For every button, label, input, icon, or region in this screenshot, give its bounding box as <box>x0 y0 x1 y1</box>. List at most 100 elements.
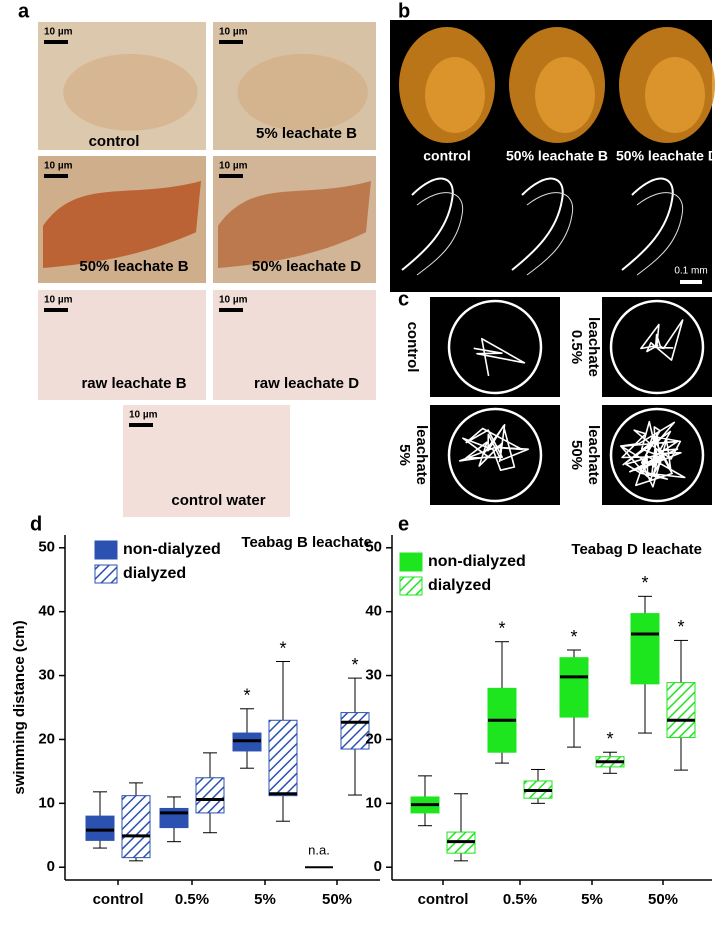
trial-label: leachate <box>585 425 602 485</box>
trial-label: leachate <box>413 425 430 485</box>
x-tick-label: 0.5% <box>503 891 537 908</box>
arena-wall <box>609 407 705 503</box>
scale-bar <box>680 280 702 284</box>
significance-label: * <box>243 686 250 706</box>
x-tick-label: control <box>418 891 469 908</box>
legend-swatch <box>399 576 423 596</box>
box <box>121 795 151 859</box>
gut-outline <box>401 177 454 271</box>
trial-label: 50% <box>568 440 585 470</box>
x-tick-label: 50% <box>322 891 352 908</box>
y-tick-label: 0 <box>47 858 55 875</box>
y-tick-label: 10 <box>365 794 382 811</box>
box <box>195 777 225 814</box>
x-tick-label: 50% <box>648 891 678 908</box>
daphnia-body <box>535 57 595 133</box>
x-tick-label: 5% <box>581 891 603 908</box>
trial-label: 0.5% <box>568 330 585 364</box>
scale-bar <box>219 174 243 178</box>
arena-wall <box>447 299 543 395</box>
y-tick-label: 30 <box>365 667 382 684</box>
y-tick-label: 50 <box>38 539 55 556</box>
legend-label: dialyzed <box>123 565 186 582</box>
scale-bar-label: 10 µm <box>129 410 158 421</box>
significance-label: * <box>677 617 684 637</box>
gut-outline <box>526 192 574 276</box>
scale-bar <box>44 308 68 312</box>
significance-label: * <box>641 573 648 593</box>
significance-label: * <box>570 627 577 647</box>
swim-track <box>473 337 526 377</box>
gut-outline <box>511 177 564 271</box>
swim-track <box>458 424 529 471</box>
daphnia-body <box>645 57 705 133</box>
x-tick-label: 0.5% <box>175 891 209 908</box>
trial-label: control <box>404 322 421 373</box>
scale-bar-label: 10 µm <box>44 295 73 306</box>
box <box>340 712 370 750</box>
gut-tissue <box>237 54 368 131</box>
box <box>159 807 189 829</box>
swim-track <box>640 319 684 361</box>
significance-label: n.a. <box>308 843 330 858</box>
gut-outline <box>621 177 674 271</box>
scale-bar <box>219 308 243 312</box>
image-caption: raw leachate D <box>254 375 359 392</box>
y-tick-label: 40 <box>365 603 382 620</box>
y-tick-label: 50 <box>365 539 382 556</box>
scale-bar-label: 10 µm <box>219 295 248 306</box>
significance-label: * <box>498 618 505 638</box>
y-tick-label: 0 <box>374 858 382 875</box>
scale-bar <box>219 40 243 44</box>
image-caption: 5% leachate B <box>256 125 357 142</box>
legend-label: non-dialyzed <box>428 553 526 570</box>
box <box>666 682 696 739</box>
scale-bar-label: 10 µm <box>44 27 73 38</box>
significance-label: * <box>279 638 286 658</box>
gut-outline <box>416 192 464 276</box>
legend-swatch <box>94 564 118 584</box>
image-caption: control <box>89 133 140 150</box>
scale-bar <box>129 423 153 427</box>
significance-label: * <box>351 655 358 675</box>
scale-bar-label: 10 µm <box>219 27 248 38</box>
panel-label: b <box>398 0 410 22</box>
panel-label: e <box>398 513 409 535</box>
x-tick-label: 5% <box>254 891 276 908</box>
panel-label: a <box>18 0 30 22</box>
legend-swatch <box>399 552 423 572</box>
y-axis-label: swimming distance (cm) <box>11 620 28 794</box>
scale-bar <box>44 174 68 178</box>
box <box>630 613 660 685</box>
y-tick-label: 30 <box>38 667 55 684</box>
scale-bar <box>44 40 68 44</box>
legend-label: non-dialyzed <box>123 541 221 558</box>
gut-outline <box>636 192 684 276</box>
chart-title: Teabag B leachate <box>241 534 372 551</box>
swim-track <box>619 420 686 488</box>
chart-title: Teabag D leachate <box>571 541 702 558</box>
trial-label: leachate <box>585 317 602 377</box>
panel-label: c <box>398 288 409 310</box>
y-tick-label: 40 <box>38 603 55 620</box>
y-tick-label: 20 <box>365 730 382 747</box>
y-tick-label: 20 <box>38 730 55 747</box>
box <box>85 815 115 841</box>
legend-label: dialyzed <box>428 577 491 594</box>
x-tick-label: control <box>93 891 144 908</box>
scale-bar-label: 10 µm <box>44 161 73 172</box>
box <box>268 719 298 797</box>
significance-label: * <box>606 729 613 749</box>
image-caption: 50% leachate D <box>616 148 718 164</box>
image-caption: control water <box>171 492 265 509</box>
image-caption: 50% leachate D <box>252 258 361 275</box>
y-tick-label: 10 <box>38 794 55 811</box>
scale-bar-label: 0.1 mm <box>674 266 707 277</box>
trial-label: 5% <box>396 444 413 466</box>
image-caption: control <box>423 148 470 164</box>
scale-bar-label: 10 µm <box>219 161 248 172</box>
gut-tissue <box>43 181 201 268</box>
legend-swatch <box>94 540 118 560</box>
image-caption: 50% leachate B <box>506 148 608 164</box>
